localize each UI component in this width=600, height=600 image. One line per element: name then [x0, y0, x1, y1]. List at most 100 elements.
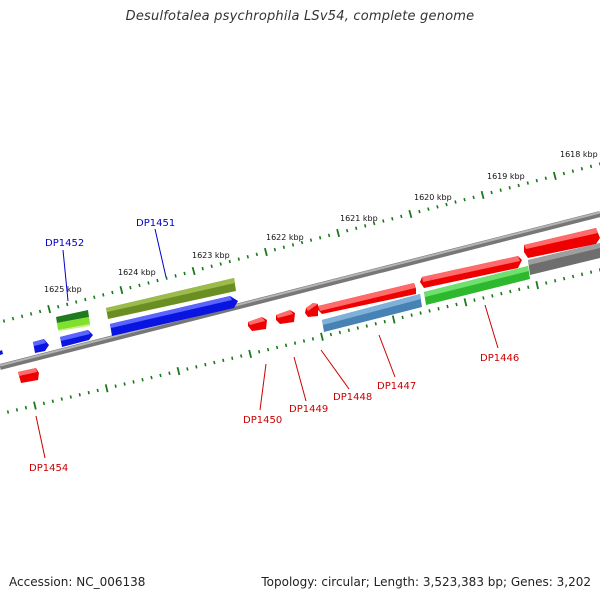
minor-tick: [445, 202, 448, 207]
minor-tick: [222, 358, 225, 363]
minor-tick: [437, 307, 440, 311]
minor-tick: [11, 316, 15, 321]
minor-tick: [183, 271, 186, 276]
minor-tick: [102, 293, 105, 297]
minor-tick: [66, 302, 69, 307]
minor-tick: [455, 302, 458, 307]
scale-label-1622: 1622 kbp: [266, 233, 304, 242]
minor-tick: [150, 375, 153, 380]
minor-tick: [419, 311, 422, 315]
gene-blue-small-1[interactable]: [60, 330, 93, 347]
minor-tick: [463, 197, 466, 202]
gene-blue-edge[interactable]: [0, 350, 3, 355]
minor-tick: [246, 255, 249, 259]
minor-tick: [147, 281, 150, 285]
minor-tick: [427, 207, 430, 211]
major-tick: [119, 285, 124, 295]
gene-DP1446-upper[interactable]: [524, 228, 600, 258]
gene-DP1447[interactable]: [322, 294, 422, 332]
gene-blue-small-2[interactable]: [33, 339, 49, 353]
minor-tick: [490, 190, 493, 195]
label-DP1454: DP1454: [29, 463, 68, 474]
minor-tick: [580, 272, 584, 277]
minor-tick: [132, 380, 135, 384]
minor-tick: [275, 345, 279, 350]
genome-backbone-highlight: [0, 211, 600, 367]
minor-tick: [93, 295, 96, 299]
scale-label-1623: 1623 kbp: [192, 251, 230, 260]
major-tick: [104, 384, 109, 393]
minor-tick: [284, 343, 288, 348]
minor-tick: [228, 259, 231, 264]
minor-tick: [526, 181, 529, 185]
gene-red-forward-1[interactable]: [420, 256, 522, 288]
minor-tick: [159, 373, 162, 378]
label-DP1446: DP1446: [480, 353, 519, 364]
minor-tick: [500, 291, 503, 296]
minor-tick: [51, 399, 54, 403]
minor-tick: [482, 296, 485, 300]
scale-label-1620: 1620 kbp: [414, 193, 452, 202]
gene-blue-forward[interactable]: [110, 296, 238, 336]
minor-tick: [499, 188, 502, 192]
major-tick: [535, 280, 539, 290]
scale-label-1621: 1621 kbp: [340, 214, 378, 223]
scale-label-1624: 1624 kbp: [118, 268, 156, 277]
gene-red-forward-2[interactable]: [318, 283, 416, 314]
leader-DP1446: [484, 304, 499, 349]
major-tick: [33, 401, 37, 410]
genome-backbone: [0, 211, 600, 370]
minor-tick: [201, 266, 204, 271]
major-tick: [480, 190, 485, 200]
minor-tick: [258, 350, 261, 354]
major-tick: [463, 298, 468, 307]
accession-text: Accession: NC_006138: [9, 575, 146, 589]
gene-red-small-3[interactable]: [248, 317, 267, 331]
minor-tick: [75, 300, 78, 304]
minor-tick: [2, 319, 6, 323]
minor-tick: [329, 332, 333, 337]
minor-tick: [96, 388, 99, 393]
minor-tick: [562, 276, 566, 281]
gene-DP1454[interactable]: [18, 368, 39, 383]
minor-tick: [24, 405, 28, 410]
minor-tick: [69, 395, 72, 399]
scale-label-1618: 1618 kbp: [560, 150, 598, 159]
minor-tick: [345, 228, 349, 233]
minor-tick: [508, 186, 511, 190]
minor-tick: [318, 236, 322, 240]
minor-tick: [213, 360, 216, 365]
leader-DP1451: [154, 228, 167, 278]
gene-red-small-2[interactable]: [276, 310, 295, 324]
minor-tick: [302, 339, 306, 343]
label-DP1448: DP1448: [333, 392, 372, 403]
gene-DP1452[interactable]: [56, 310, 90, 331]
minor-tick: [580, 167, 584, 171]
leader-DP1447: [378, 334, 396, 378]
minor-tick: [518, 287, 521, 292]
minor-tick: [472, 195, 475, 200]
gene-red-small-1[interactable]: [305, 303, 318, 317]
minor-tick: [311, 337, 315, 341]
minor-tick: [282, 245, 286, 249]
gene-DP1446[interactable]: [424, 266, 530, 305]
minor-tick: [527, 285, 530, 289]
gene-gray-reverse[interactable]: [528, 243, 600, 275]
minor-tick: [273, 247, 277, 252]
gene-olive-forward[interactable]: [106, 278, 236, 319]
minor-tick: [554, 279, 557, 283]
label-DP1447: DP1447: [377, 381, 416, 392]
major-tick: [320, 332, 324, 341]
map-title: Desulfotalea psychrophila LSv54, complet…: [125, 9, 475, 24]
minor-tick: [400, 214, 403, 219]
minor-tick: [114, 384, 117, 388]
minor-tick: [87, 390, 90, 395]
major-tick: [176, 366, 181, 376]
minor-tick: [174, 274, 177, 278]
minor-tick: [291, 243, 295, 247]
minor-tick: [473, 298, 476, 302]
minor-tick: [20, 314, 24, 318]
minor-tick: [6, 410, 10, 414]
minor-tick: [156, 278, 159, 283]
